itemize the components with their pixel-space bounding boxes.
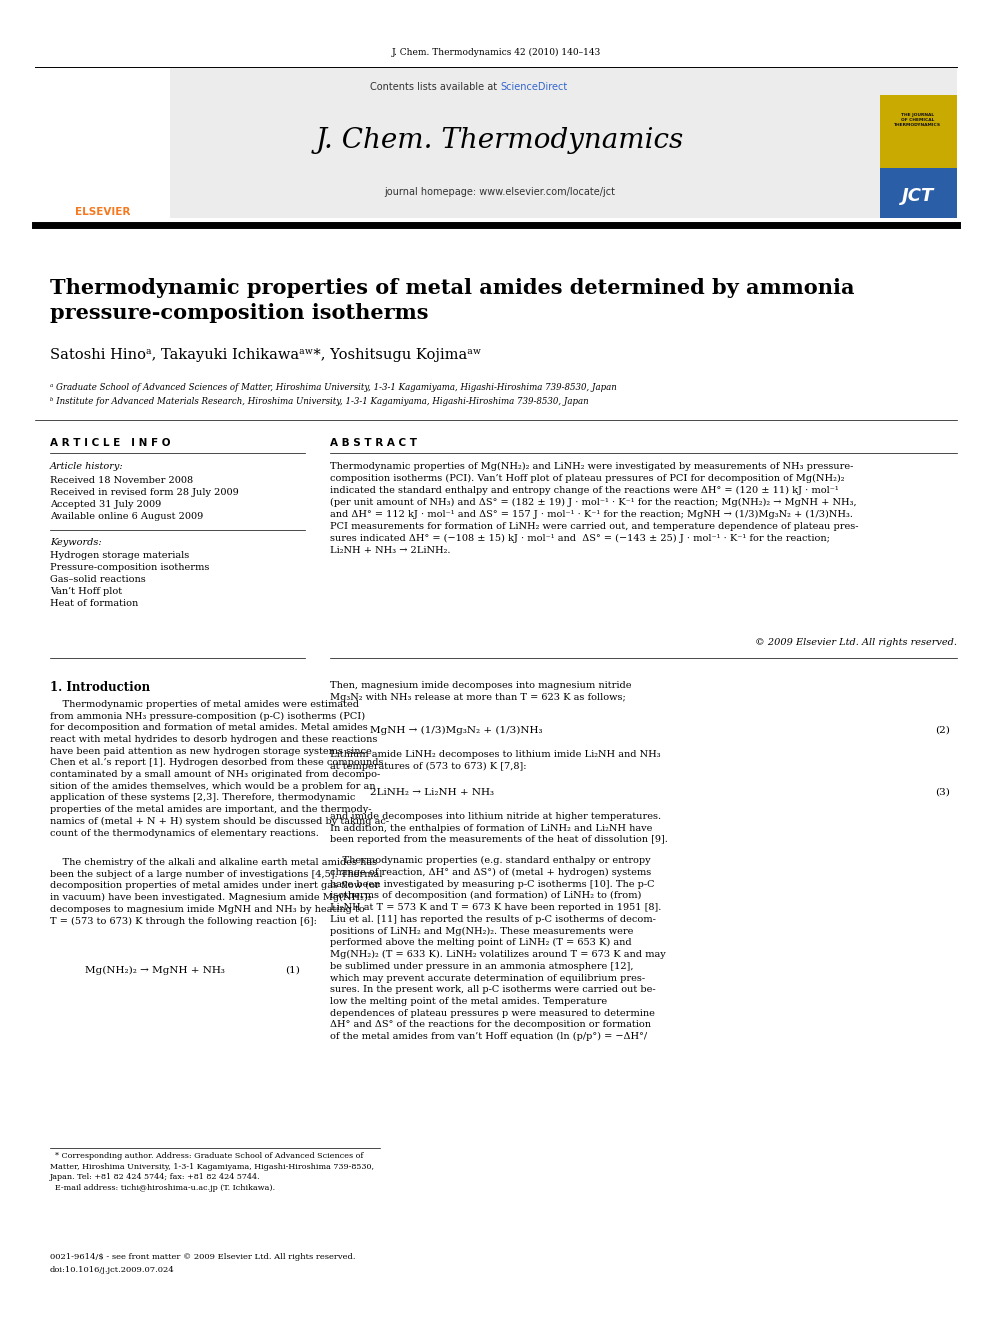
Text: ELSEVIER: ELSEVIER (75, 206, 131, 217)
Text: Contents lists available at: Contents lists available at (370, 82, 500, 93)
Text: (2): (2) (935, 726, 950, 736)
Text: J. Chem. Thermodynamics 42 (2010) 140–143: J. Chem. Thermodynamics 42 (2010) 140–14… (392, 48, 600, 57)
Text: (1): (1) (285, 966, 300, 975)
Text: Thermodynamic properties (e.g. standard enthalpy or entropy
change of reaction, : Thermodynamic properties (e.g. standard … (330, 856, 666, 1041)
Text: Heat of formation: Heat of formation (50, 599, 138, 609)
Bar (35, 67, 170, 218)
Text: MgNH → (1/3)Mg₃N₂ + (1/3)NH₃: MgNH → (1/3)Mg₃N₂ + (1/3)NH₃ (370, 726, 543, 736)
Text: Available online 6 August 2009: Available online 6 August 2009 (50, 512, 203, 521)
Text: Thermodynamic properties of Mg(NH₂)₂ and LiNH₂ were investigated by measurements: Thermodynamic properties of Mg(NH₂)₂ and… (330, 462, 858, 554)
Text: Van’t Hoff plot: Van’t Hoff plot (50, 587, 122, 595)
Text: A B S T R A C T: A B S T R A C T (330, 438, 417, 448)
Text: 0021-9614/$ - see front matter © 2009 Elsevier Ltd. All rights reserved.: 0021-9614/$ - see front matter © 2009 El… (50, 1253, 355, 1261)
Text: J. Chem. Thermodynamics: J. Chem. Thermodynamics (315, 127, 684, 153)
Text: doi:10.1016/j.jct.2009.07.024: doi:10.1016/j.jct.2009.07.024 (50, 1266, 175, 1274)
Text: Lithium amide LiNH₂ decomposes to lithium imide Li₂NH and NH₃
at temperatures of: Lithium amide LiNH₂ decomposes to lithiu… (330, 750, 661, 771)
Text: Hydrogen storage materials: Hydrogen storage materials (50, 550, 189, 560)
Text: THE JOURNAL
OF CHEMICAL
THERMODYNAMICS: THE JOURNAL OF CHEMICAL THERMODYNAMICS (895, 112, 941, 127)
Text: Satoshi Hinoᵃ, Takayuki Ichikawaᵃʷ*, Yoshitsugu Kojimaᵃʷ: Satoshi Hinoᵃ, Takayuki Ichikawaᵃʷ*, Yos… (50, 348, 481, 363)
Text: Keywords:: Keywords: (50, 538, 101, 546)
Text: ScienceDirect: ScienceDirect (500, 82, 567, 93)
Text: Mg(NH₂)₂ → MgNH + NH₃: Mg(NH₂)₂ → MgNH + NH₃ (85, 966, 225, 975)
Text: and imide decomposes into lithium nitride at higher temperatures.
In addition, t: and imide decomposes into lithium nitrid… (330, 812, 668, 844)
Text: Gas–solid reactions: Gas–solid reactions (50, 576, 146, 583)
Bar (35, 67, 957, 218)
Text: © 2009 Elsevier Ltd. All rights reserved.: © 2009 Elsevier Ltd. All rights reserved… (755, 638, 957, 647)
Text: Received in revised form 28 July 2009: Received in revised form 28 July 2009 (50, 488, 239, 497)
Text: Thermodynamic properties of metal amides determined by ammonia
pressure-composit: Thermodynamic properties of metal amides… (50, 278, 854, 323)
Text: 2LiNH₂ → Li₂NH + NH₃: 2LiNH₂ → Li₂NH + NH₃ (370, 789, 494, 796)
Bar (880, 168, 957, 218)
Text: 1. Introduction: 1. Introduction (50, 681, 150, 695)
Text: journal homepage: www.elsevier.com/locate/jct: journal homepage: www.elsevier.com/locat… (385, 187, 615, 197)
Text: The chemistry of the alkali and alkaline earth metal amides has
been the subject: The chemistry of the alkali and alkaline… (50, 859, 382, 926)
Text: * Corresponding author. Address: Graduate School of Advanced Sciences of
Matter,: * Corresponding author. Address: Graduat… (50, 1152, 374, 1192)
Text: JCT: JCT (902, 187, 934, 205)
Text: (3): (3) (935, 789, 950, 796)
Text: A R T I C L E   I N F O: A R T I C L E I N F O (50, 438, 171, 448)
Text: ᵇ Institute for Advanced Materials Research, Hiroshima University, 1-3-1 Kagamiy: ᵇ Institute for Advanced Materials Resea… (50, 397, 588, 406)
Text: Then, magnesium imide decomposes into magnesium nitride
Mg₃N₂ with NH₃ release a: Then, magnesium imide decomposes into ma… (330, 681, 632, 701)
Text: Article history:: Article history: (50, 462, 124, 471)
Text: Received 18 November 2008: Received 18 November 2008 (50, 476, 193, 486)
Text: ᵃ Graduate School of Advanced Sciences of Matter, Hiroshima University, 1-3-1 Ka: ᵃ Graduate School of Advanced Sciences o… (50, 382, 617, 392)
Text: Accepted 31 July 2009: Accepted 31 July 2009 (50, 500, 162, 509)
Text: Pressure-composition isotherms: Pressure-composition isotherms (50, 564, 209, 572)
Text: Thermodynamic properties of metal amides were estimated
from ammonia NH₃ pressur: Thermodynamic properties of metal amides… (50, 700, 389, 837)
Bar (880, 95, 957, 168)
